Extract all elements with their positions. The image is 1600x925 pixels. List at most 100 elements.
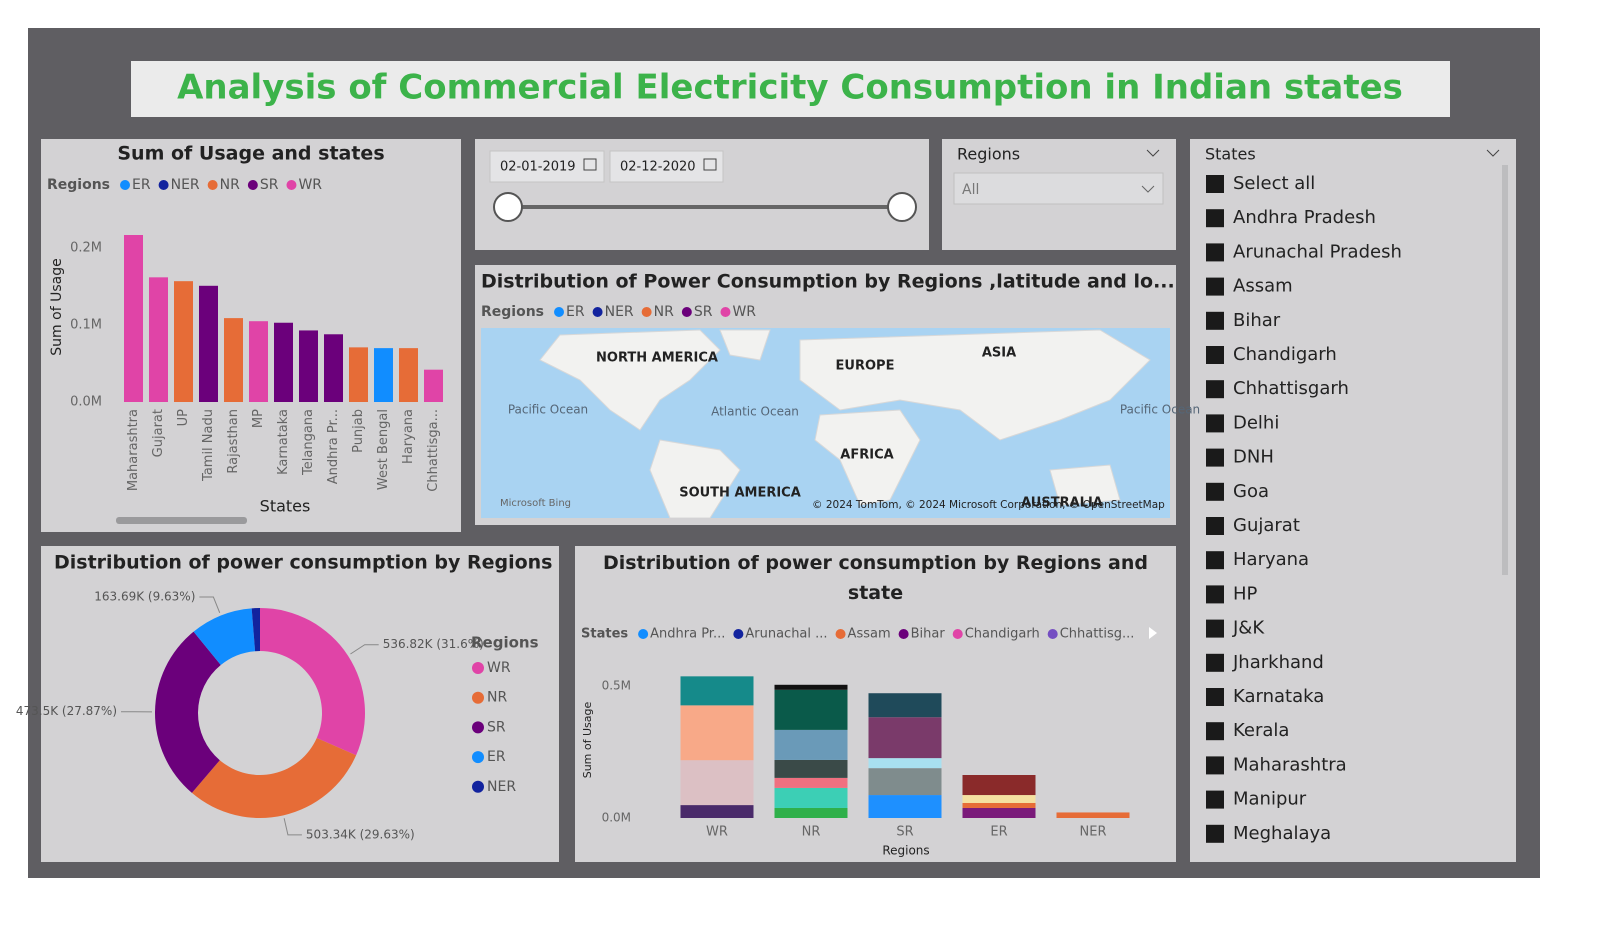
map-place: SOUTH AMERICA bbox=[679, 486, 801, 501]
legend-swatch bbox=[472, 780, 484, 793]
state-option: Select all bbox=[1233, 173, 1315, 194]
bar bbox=[174, 281, 193, 402]
legend-label: Andhra Pr... bbox=[650, 627, 725, 642]
bar-segment bbox=[680, 676, 754, 706]
bar bbox=[299, 330, 318, 402]
legend-swatch bbox=[286, 180, 297, 190]
chevron[interactable] bbox=[1146, 149, 1160, 157]
legend-label: SR bbox=[260, 177, 279, 193]
legend-swatch bbox=[472, 721, 484, 734]
bar-segment bbox=[868, 795, 942, 818]
legend-label: NR bbox=[220, 177, 240, 193]
slicer-label: States bbox=[1205, 145, 1256, 164]
map-attribution: © 2024 TomTom, © 2024 Microsoft Corporat… bbox=[812, 499, 1165, 511]
legend-swatch bbox=[472, 662, 484, 674]
checkbox[interactable] bbox=[1206, 619, 1224, 638]
leader-line bbox=[350, 644, 379, 655]
checkbox[interactable] bbox=[1206, 824, 1224, 843]
map-credits: Microsoft Bing bbox=[500, 498, 571, 509]
map-ocean: Atlantic Ocean bbox=[711, 405, 799, 419]
legend-label: SR bbox=[694, 304, 713, 320]
checkbox[interactable] bbox=[1206, 482, 1224, 501]
x-tick-label: West Bengal bbox=[376, 409, 391, 490]
donut-slice bbox=[193, 608, 256, 665]
checkbox[interactable] bbox=[1206, 346, 1224, 364]
calendar-icon bbox=[583, 158, 597, 171]
x-tick-label: Karnataka bbox=[276, 409, 291, 475]
state-option: Chandigarh bbox=[1233, 344, 1337, 365]
checkbox[interactable] bbox=[1206, 380, 1224, 399]
dropdown[interactable] bbox=[953, 172, 1164, 205]
legend-next[interactable] bbox=[1149, 627, 1157, 639]
chevron[interactable] bbox=[1486, 149, 1500, 157]
checkbox[interactable] bbox=[1206, 175, 1224, 193]
checkbox[interactable] bbox=[1206, 517, 1224, 535]
donut-slice bbox=[251, 608, 260, 652]
x-tick-label: Punjab bbox=[351, 409, 366, 453]
slider-handle[interactable] bbox=[887, 192, 917, 222]
data-label: 503.34K (29.63%) bbox=[306, 827, 415, 841]
checkbox[interactable] bbox=[1206, 585, 1224, 604]
bar bbox=[349, 347, 368, 402]
bar-segment bbox=[774, 787, 848, 808]
bar-segment bbox=[774, 729, 848, 760]
checkbox[interactable] bbox=[1206, 722, 1224, 741]
state-option: Goa bbox=[1233, 481, 1269, 502]
title-box bbox=[131, 61, 1450, 117]
legend-label: WR bbox=[487, 660, 511, 676]
donut-slice bbox=[155, 631, 221, 793]
legend-label: Bihar bbox=[911, 627, 946, 642]
bar bbox=[224, 318, 243, 402]
checkbox[interactable] bbox=[1206, 448, 1224, 467]
y-tick-label: 0.5M bbox=[602, 679, 631, 693]
chart-title: Sum of Usage and states bbox=[117, 143, 384, 165]
legend-label: ER bbox=[487, 749, 506, 765]
x-tick-label: SR bbox=[896, 825, 913, 840]
checkbox[interactable] bbox=[1206, 653, 1224, 672]
x-tick-label: NR bbox=[802, 825, 821, 840]
bar-segment bbox=[962, 807, 1036, 818]
legend-title: Regions bbox=[471, 634, 539, 652]
map bbox=[481, 328, 1170, 518]
checkbox[interactable] bbox=[1206, 790, 1224, 809]
bar bbox=[274, 322, 293, 402]
state-option: Arunachal Pradesh bbox=[1233, 241, 1402, 262]
date-input[interactable] bbox=[489, 150, 605, 183]
state-option: Meghalaya bbox=[1233, 823, 1331, 844]
map-place: NORTH AMERICA bbox=[596, 351, 718, 366]
bar-segment bbox=[962, 795, 1036, 803]
checkbox[interactable] bbox=[1206, 311, 1224, 330]
checkbox[interactable] bbox=[1206, 414, 1224, 433]
calendar-icon bbox=[703, 158, 717, 171]
checkbox[interactable] bbox=[1206, 756, 1224, 775]
land bbox=[539, 329, 1151, 518]
checkbox[interactable] bbox=[1206, 209, 1224, 228]
legend-swatch bbox=[952, 629, 963, 639]
map-place: AFRICA bbox=[840, 448, 893, 463]
bar-segment bbox=[774, 759, 848, 778]
data-label: 163.69K (9.63%) bbox=[94, 590, 195, 604]
legend-swatch bbox=[592, 307, 603, 317]
legend-swatch bbox=[472, 691, 484, 704]
leader-line bbox=[283, 818, 302, 836]
scrollbar[interactable] bbox=[116, 517, 247, 524]
x-tick-label: NER bbox=[1080, 825, 1107, 840]
x-tick-label: ER bbox=[990, 825, 1007, 840]
checkbox[interactable] bbox=[1206, 277, 1224, 296]
checkbox[interactable] bbox=[1206, 688, 1224, 706]
data-label: 536.82K (31.6%) bbox=[383, 637, 484, 651]
slider-handle[interactable] bbox=[493, 192, 523, 222]
x-tick-label: Andhra Pr... bbox=[326, 409, 341, 484]
bar-segment bbox=[962, 802, 1036, 808]
legend-swatch bbox=[120, 180, 131, 190]
legend-label: WR bbox=[732, 304, 756, 320]
x-tick-label: Rajasthan bbox=[226, 409, 241, 474]
checkbox[interactable] bbox=[1206, 551, 1224, 570]
x-tick-label: Telangana bbox=[301, 409, 316, 476]
map-title: Distribution of Power Consumption by Reg… bbox=[481, 271, 1175, 293]
dropdown-value: All bbox=[962, 182, 979, 198]
checkbox[interactable] bbox=[1206, 243, 1224, 262]
scrollbar[interactable] bbox=[1502, 165, 1508, 575]
y-tick-label: 0.2M bbox=[70, 241, 102, 256]
